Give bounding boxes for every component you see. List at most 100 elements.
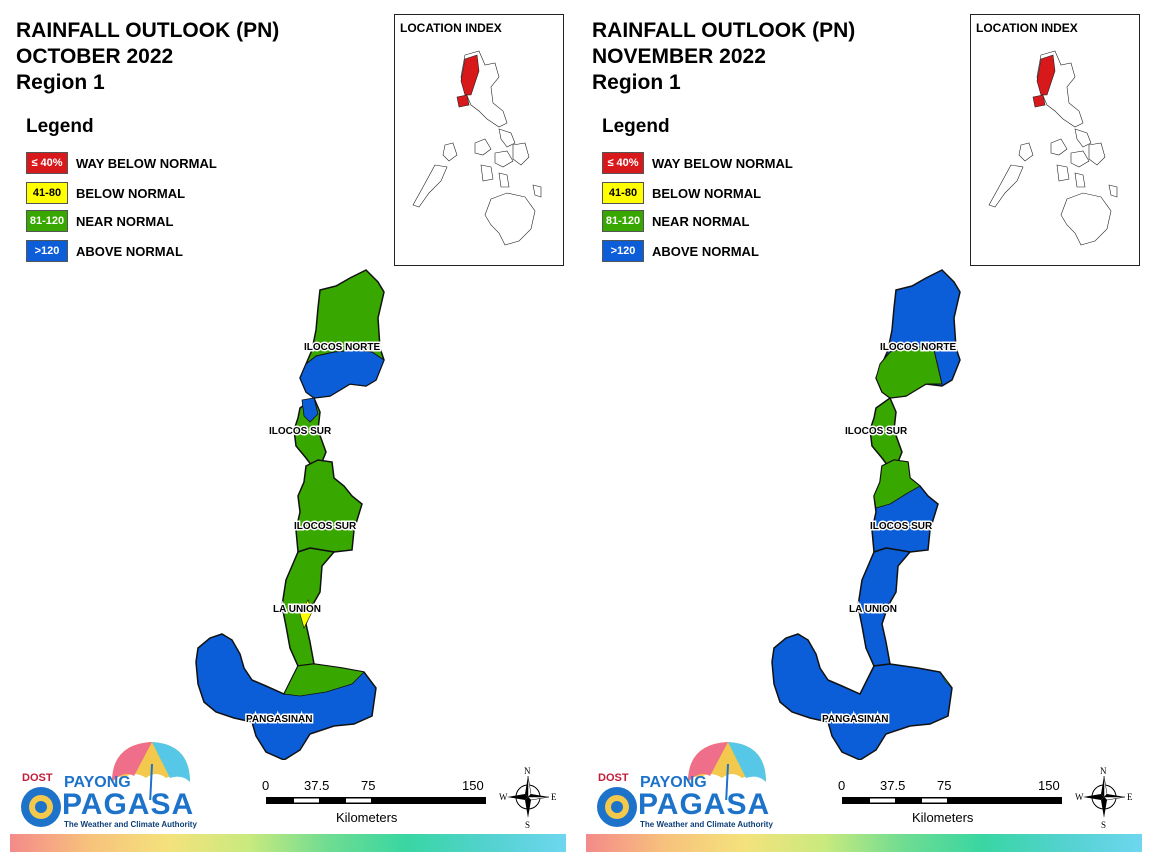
label-pangasinan: PANGASINAN <box>822 714 888 725</box>
title-line-2: OCTOBER 2022 <box>16 45 174 68</box>
compass-w: W <box>499 792 508 802</box>
legend-item-below-normal: 41-80 BELOW NORMAL <box>602 182 761 204</box>
label-ilocos-sur-south: ILOCOS SUR <box>870 521 933 532</box>
legend-swatch: 81-120 <box>602 210 644 232</box>
scale-bar-graphic <box>266 797 486 804</box>
region-1-rainfall-map: ILOCOS NORTE ILOCOS SUR ILOCOS SUR LA UN… <box>195 269 385 760</box>
dost-seal-icon <box>597 787 637 827</box>
province-ilocos-sur-south <box>295 459 363 554</box>
logo-tagline: The Weather and Climate Authority <box>640 820 773 829</box>
title-line-1: RAINFALL OUTLOOK (PN) <box>592 19 856 42</box>
map-title: RAINFALL OUTLOOK (PN) OCTOBER 2022 Regio… <box>16 18 279 96</box>
title-line-3: Region 1 <box>16 71 105 94</box>
compass-s: S <box>1101 820 1106 830</box>
umbrella-icon <box>112 742 190 800</box>
compass-n: N <box>1100 766 1107 776</box>
compass-w: W <box>1075 792 1084 802</box>
scale-tick-75: 75 <box>937 778 952 793</box>
near-normal-zone <box>875 345 943 399</box>
legend-swatch: 41-80 <box>602 182 644 204</box>
scale-tick-0: 0 <box>838 778 846 793</box>
north-arrow: N S W E <box>1074 764 1134 830</box>
title-line-2: NOVEMBER 2022 <box>592 45 766 68</box>
legend-swatch: ≤ 40% <box>26 152 68 174</box>
philippines-inset-map <box>412 50 542 246</box>
color-band <box>586 834 1142 852</box>
legend-item-near-normal: 81-120 NEAR NORMAL <box>26 210 174 232</box>
legend-label: WAY BELOW NORMAL <box>652 155 793 171</box>
scale-tick-37-5: 37.5 <box>880 778 906 793</box>
legend-label: BELOW NORMAL <box>76 185 186 201</box>
legend-label: NEAR NORMAL <box>652 213 750 229</box>
legend-title: Legend <box>26 116 94 137</box>
payong-pagasa-logo: DOST PAYONG PAGASA The Weather and Clima… <box>592 740 773 832</box>
payong-pagasa-logo: DOST PAYONG PAGASA The Weather and Clima… <box>16 740 197 832</box>
logo-pagasa-text: PAGASA <box>62 788 195 821</box>
compass-rose-icon: N S W E <box>1075 766 1133 830</box>
logo-dost-text: DOST <box>598 772 629 784</box>
legend-item-way-below-normal: ≤ 40% WAY BELOW NORMAL <box>26 152 217 174</box>
label-la-union: LA UNION <box>273 604 321 615</box>
scale-bar: 0 37.5 75 150 Kilometers <box>262 778 492 828</box>
label-ilocos-sur-north: ILOCOS SUR <box>845 426 908 437</box>
north-arrow: N S W E <box>498 764 558 830</box>
logo-payong-text: PAYONG <box>640 774 707 791</box>
location-index-inset: LOCATION INDEX <box>394 14 564 266</box>
compass-e: E <box>1127 792 1133 802</box>
logo-tagline: The Weather and Climate Authority <box>64 820 197 829</box>
province-la-union <box>857 547 912 667</box>
legend-item-above-normal: >120 ABOVE NORMAL <box>602 240 759 262</box>
label-ilocos-norte: ILOCOS NORTE <box>304 342 380 353</box>
location-index-inset: LOCATION INDEX <box>970 14 1140 266</box>
legend-item-way-below-normal: ≤ 40% WAY BELOW NORMAL <box>602 152 793 174</box>
inset-title: LOCATION INDEX <box>976 21 1078 35</box>
region-1-highlight <box>460 54 480 96</box>
below-normal-zone <box>299 599 313 629</box>
scale-tick-75: 75 <box>361 778 376 793</box>
above-normal-zone <box>299 349 385 399</box>
legend-label: WAY BELOW NORMAL <box>76 155 217 171</box>
label-la-union: LA UNION <box>849 604 897 615</box>
legend-swatch: >120 <box>26 240 68 262</box>
compass-e: E <box>551 792 557 802</box>
logo-dost-text: DOST <box>22 772 53 784</box>
title-line-3: Region 1 <box>592 71 681 94</box>
scale-tick-0: 0 <box>262 778 270 793</box>
legend-swatch: 41-80 <box>26 182 68 204</box>
legend-item-above-normal: >120 ABOVE NORMAL <box>26 240 183 262</box>
dost-seal-icon <box>21 787 61 827</box>
legend-swatch: ≤ 40% <box>602 152 644 174</box>
color-band <box>10 834 566 852</box>
philippines-inset-map <box>988 50 1118 246</box>
logo-pagasa-text: PAGASA <box>638 788 771 821</box>
region-1-rainfall-map: ILOCOS NORTE ILOCOS SUR ILOCOS SUR LA UN… <box>771 269 961 760</box>
logo-payong-text: PAYONG <box>64 774 131 791</box>
legend-label: ABOVE NORMAL <box>76 243 183 259</box>
compass-rose-icon: N S W E <box>499 766 557 830</box>
legend-label: NEAR NORMAL <box>76 213 174 229</box>
legend-swatch: >120 <box>602 240 644 262</box>
scale-unit: Kilometers <box>336 810 398 825</box>
legend-item-near-normal: 81-120 NEAR NORMAL <box>602 210 750 232</box>
region-1-highlight <box>1036 54 1056 96</box>
scale-tick-150: 150 <box>1038 778 1060 793</box>
province-pangasinan <box>771 633 953 760</box>
legend-swatch: 81-120 <box>26 210 68 232</box>
label-ilocos-norte: ILOCOS NORTE <box>880 342 956 353</box>
scale-tick-37-5: 37.5 <box>304 778 330 793</box>
legend-item-below-normal: 41-80 BELOW NORMAL <box>26 182 185 204</box>
map-title: RAINFALL OUTLOOK (PN) NOVEMBER 2022 Regi… <box>592 18 855 96</box>
scale-unit: Kilometers <box>912 810 974 825</box>
label-pangasinan: PANGASINAN <box>246 714 312 725</box>
legend-title: Legend <box>602 116 670 137</box>
umbrella-icon <box>688 742 766 800</box>
province-pangasinan <box>195 633 377 760</box>
legend-label: BELOW NORMAL <box>652 185 762 201</box>
scale-tick-150: 150 <box>462 778 484 793</box>
legend-label: ABOVE NORMAL <box>652 243 759 259</box>
outlook-panel-november: RAINFALL OUTLOOK (PN) NOVEMBER 2022 Regi… <box>576 0 1152 864</box>
label-ilocos-sur-south: ILOCOS SUR <box>294 521 357 532</box>
scale-bar: 0 37.5 75 150 Kilometers <box>838 778 1068 828</box>
title-line-1: RAINFALL OUTLOOK (PN) <box>16 19 280 42</box>
compass-n: N <box>524 766 531 776</box>
